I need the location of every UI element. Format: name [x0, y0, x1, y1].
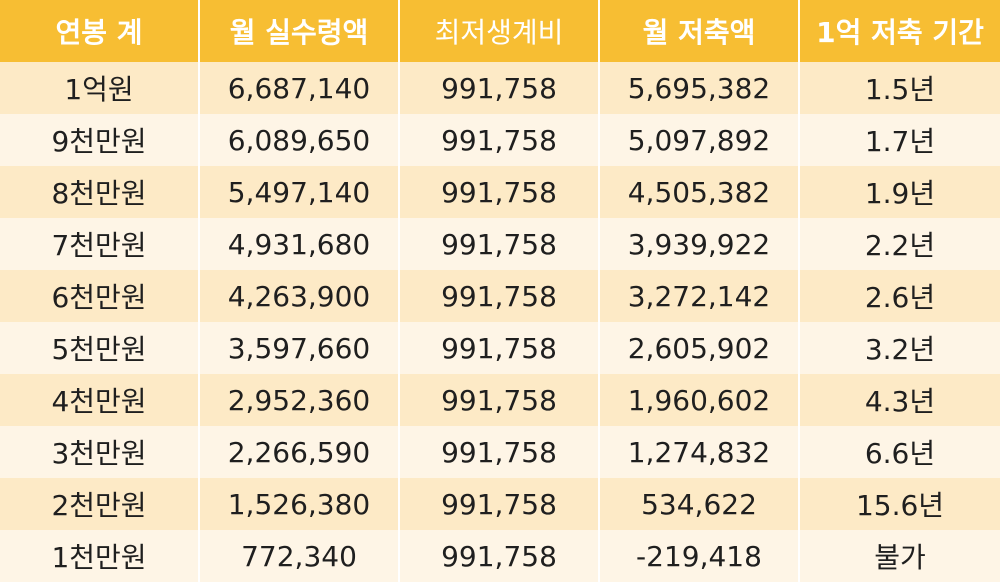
cell-annual-salary: 1천만원	[0, 530, 200, 582]
cell-period: 1.5년	[800, 62, 1000, 114]
cell-monthly-net-pay: 6,089,650	[200, 114, 400, 166]
cell-annual-salary: 6천만원	[0, 270, 200, 322]
cell-monthly-net-pay: 772,340	[200, 530, 400, 582]
cell-period: 15.6년	[800, 478, 1000, 530]
cell-minimum-living-cost: 991,758	[400, 374, 600, 426]
cell-monthly-savings: 4,505,382	[600, 166, 800, 218]
cell-period: 2.6년	[800, 270, 1000, 322]
cell-monthly-savings: 1,274,832	[600, 426, 800, 478]
header-monthly-savings: 월 저축액	[600, 0, 800, 62]
cell-monthly-savings: 5,097,892	[600, 114, 800, 166]
cell-monthly-savings: -219,418	[600, 530, 800, 582]
cell-annual-salary: 4천만원	[0, 374, 200, 426]
cell-monthly-savings: 3,272,142	[600, 270, 800, 322]
cell-monthly-net-pay: 2,266,590	[200, 426, 400, 478]
cell-annual-salary: 2천만원	[0, 478, 200, 530]
cell-minimum-living-cost: 991,758	[400, 62, 600, 114]
cell-period: 1.7년	[800, 114, 1000, 166]
cell-annual-salary: 9천만원	[0, 114, 200, 166]
cell-annual-salary: 1억원	[0, 62, 200, 114]
cell-monthly-savings: 1,960,602	[600, 374, 800, 426]
cell-minimum-living-cost: 991,758	[400, 426, 600, 478]
cell-monthly-savings: 2,605,902	[600, 322, 800, 374]
cell-annual-salary: 3천만원	[0, 426, 200, 478]
cell-period: 6.6년	[800, 426, 1000, 478]
cell-period: 4.3년	[800, 374, 1000, 426]
cell-minimum-living-cost: 991,758	[400, 166, 600, 218]
cell-monthly-net-pay: 2,952,360	[200, 374, 400, 426]
cell-monthly-net-pay: 4,263,900	[200, 270, 400, 322]
cell-monthly-net-pay: 6,687,140	[200, 62, 400, 114]
cell-monthly-net-pay: 1,526,380	[200, 478, 400, 530]
cell-period: 1.9년	[800, 166, 1000, 218]
header-monthly-net-pay: 월 실수령액	[200, 0, 400, 62]
cell-minimum-living-cost: 991,758	[400, 322, 600, 374]
cell-period: 불가	[800, 530, 1000, 582]
header-period-to-100m: 1억 저축 기간	[800, 0, 1000, 62]
cell-period: 2.2년	[800, 218, 1000, 270]
cell-annual-salary: 7천만원	[0, 218, 200, 270]
cell-monthly-savings: 534,622	[600, 478, 800, 530]
cell-monthly-savings: 5,695,382	[600, 62, 800, 114]
cell-annual-salary: 5천만원	[0, 322, 200, 374]
header-minimum-living-cost: 최저생계비	[400, 0, 600, 62]
cell-monthly-savings: 3,939,922	[600, 218, 800, 270]
cell-period: 3.2년	[800, 322, 1000, 374]
cell-monthly-net-pay: 3,597,660	[200, 322, 400, 374]
cell-minimum-living-cost: 991,758	[400, 114, 600, 166]
header-annual-salary: 연봉 계	[0, 0, 200, 62]
cell-monthly-net-pay: 4,931,680	[200, 218, 400, 270]
cell-annual-salary: 8천만원	[0, 166, 200, 218]
cell-minimum-living-cost: 991,758	[400, 478, 600, 530]
cell-minimum-living-cost: 991,758	[400, 530, 600, 582]
cell-monthly-net-pay: 5,497,140	[200, 166, 400, 218]
cell-minimum-living-cost: 991,758	[400, 270, 600, 322]
cell-minimum-living-cost: 991,758	[400, 218, 600, 270]
